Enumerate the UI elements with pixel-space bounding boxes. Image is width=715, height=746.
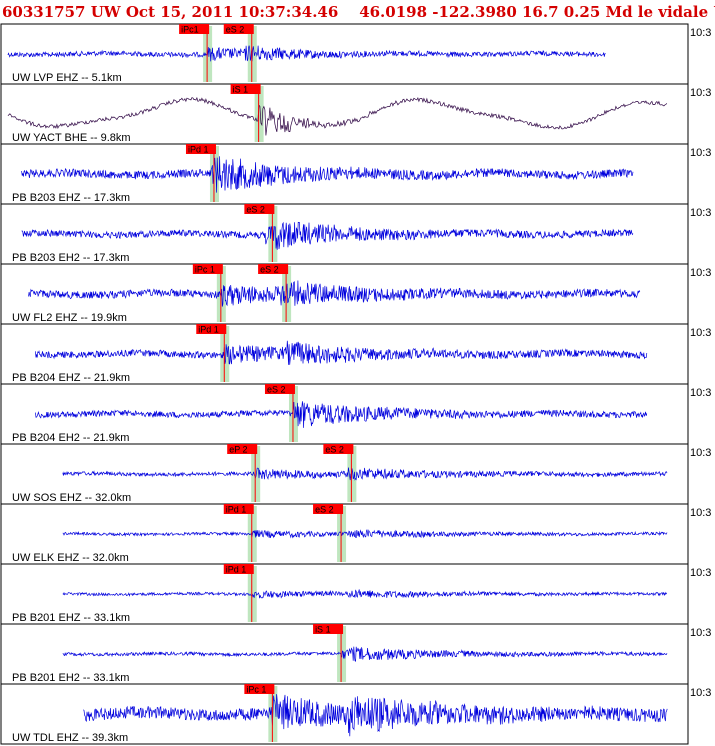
waveform xyxy=(62,467,668,481)
pick-flag[interactable] xyxy=(196,324,227,334)
station-label: UW ELK EHZ -- 32.0km xyxy=(12,552,129,564)
pick-flag[interactable] xyxy=(223,24,254,34)
pick-label: iPd 1 xyxy=(188,145,209,155)
pick-flag[interactable] xyxy=(230,84,261,94)
trace-panel: iS 1 PB B201 EH2 -- 33.1km 10:3 xyxy=(0,623,711,685)
trace-panel: iPc 1 UW TDL EHZ -- 39.3km 10:3 xyxy=(0,683,711,745)
pick-label: eS 2 xyxy=(267,385,286,395)
station-label: PB B204 EHZ -- 21.9km xyxy=(12,372,130,384)
pick-label: iPd 1 xyxy=(226,565,247,575)
pick-label: eS 2 xyxy=(226,25,245,35)
pick-flag[interactable] xyxy=(192,264,223,274)
trace-panel-border xyxy=(0,683,689,745)
time-label: 10:3 xyxy=(690,87,711,99)
pick-flag[interactable] xyxy=(227,444,258,454)
time-label: 10:3 xyxy=(690,387,711,399)
trace-panel: iPc1 eS 2 UW LVP EHZ -- 5.1km 10:3 xyxy=(0,23,711,85)
pick-flag[interactable] xyxy=(244,684,275,694)
pick-label: eS 2 xyxy=(260,265,279,275)
time-label: 10:3 xyxy=(690,567,711,579)
pick-label: iPc1 xyxy=(181,25,199,35)
pick-flag[interactable] xyxy=(264,384,295,394)
time-label: 10:3 xyxy=(690,447,711,459)
pick-flag[interactable] xyxy=(313,624,344,634)
time-label: 10:3 xyxy=(690,27,711,39)
station-label: UW LVP EHZ -- 5.1km xyxy=(12,72,122,84)
event-header: 60331757 UW Oct 15, 2011 10:37:34.46 46.… xyxy=(2,3,715,21)
trace-panel: eS 2 PB B203 EH2 -- 17.3km 10:3 xyxy=(0,203,711,265)
trace-panel: iPd 1 eS 2 UW ELK EHZ -- 32.0km 10:3 xyxy=(0,503,711,565)
trace-panel: iPd 1 PB B204 EHZ -- 21.9km 10:3 xyxy=(0,323,711,385)
waveform xyxy=(83,694,668,737)
trace-panel: iPc 1 eS 2 UW FL2 EHZ -- 19.9km 10:3 xyxy=(0,263,711,325)
pick-label: iPc 1 xyxy=(246,685,266,695)
waveform xyxy=(35,401,648,428)
trace-panel: eS 2 PB B204 EH2 -- 21.9km 10:3 xyxy=(0,383,711,445)
waveform xyxy=(62,529,668,539)
time-label: 10:3 xyxy=(690,627,711,639)
station-label: UW SOS EHZ -- 32.0km xyxy=(12,492,131,504)
pick-flag[interactable] xyxy=(179,24,210,34)
pick-flag[interactable] xyxy=(223,564,254,574)
trace-panel: iS 1 UW YACT BHE -- 9.8km 10:3 xyxy=(0,83,711,145)
waveform xyxy=(7,96,668,136)
pick-label: eS 2 xyxy=(325,445,344,455)
pick-label: iS 1 xyxy=(315,625,331,635)
waveform xyxy=(62,646,668,662)
time-label: 10:3 xyxy=(690,507,711,519)
pick-flag[interactable] xyxy=(313,504,344,514)
waveform xyxy=(62,589,668,599)
waveform xyxy=(35,340,648,365)
pick-flag[interactable] xyxy=(244,204,275,214)
pick-flag[interactable] xyxy=(185,144,216,154)
station-label: UW TDL EHZ -- 39.3km xyxy=(12,732,128,744)
pick-flag[interactable] xyxy=(223,504,254,514)
station-label: PB B201 EH2 -- 33.1km xyxy=(12,672,129,684)
time-label: 10:3 xyxy=(690,267,711,279)
trace-panel: iPd 1 PB B203 EHZ -- 17.3km 10:3 xyxy=(0,143,711,205)
time-label: 10:3 xyxy=(690,327,711,339)
trace-panel: iPd 1 PB B201 EHZ -- 33.1km 10:3 xyxy=(0,563,711,625)
pick-label: iS 1 xyxy=(233,85,249,95)
pick-label: eP 2 xyxy=(229,445,247,455)
time-label: 10:3 xyxy=(690,207,711,219)
pick-label: iPd 1 xyxy=(226,505,247,515)
waveform xyxy=(21,221,634,250)
time-label: 10:3 xyxy=(690,687,711,699)
waveform xyxy=(7,45,606,62)
pick-label: iPd 1 xyxy=(198,325,219,335)
station-label: UW YACT BHE -- 9.8km xyxy=(12,132,131,144)
trace-panel: eP 2 eS 2 UW SOS EHZ -- 32.0km 10:3 xyxy=(0,443,711,505)
pick-flag[interactable] xyxy=(258,264,289,274)
waveform xyxy=(28,280,641,307)
waveform xyxy=(21,156,634,193)
station-label: PB B203 EHZ -- 17.3km xyxy=(12,192,130,204)
pick-flag[interactable] xyxy=(323,444,354,454)
pick-label: iPc 1 xyxy=(195,265,215,275)
station-label: UW FL2 EHZ -- 19.9km xyxy=(12,312,127,324)
station-label: PB B201 EHZ -- 33.1km xyxy=(12,612,130,624)
time-label: 10:3 xyxy=(690,147,711,159)
station-label: PB B204 EH2 -- 21.9km xyxy=(12,432,129,444)
station-label: PB B203 EH2 -- 17.3km xyxy=(12,252,129,264)
pick-label: eS 2 xyxy=(315,505,334,515)
pick-label: eS 2 xyxy=(246,205,265,215)
